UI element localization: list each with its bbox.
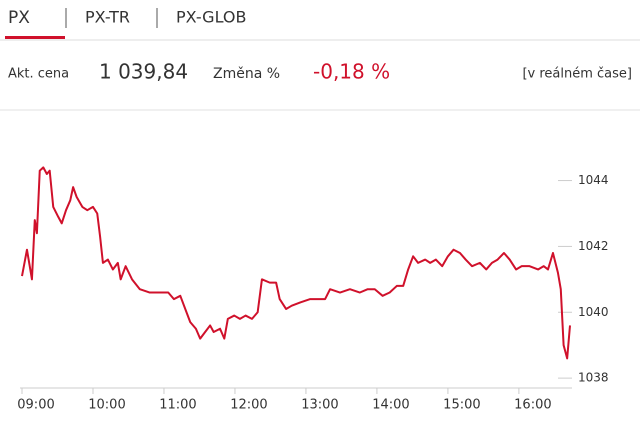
price-line — [21, 166, 571, 360]
x-tick-label: 09:00 — [17, 398, 54, 413]
tab-active[interactable]: PX — [8, 8, 30, 28]
price-label: Akt. cena — [8, 67, 69, 82]
x-tick-label: 11:00 — [159, 398, 196, 413]
realtime-note: [v reálném čase] — [522, 67, 632, 82]
tab[interactable]: PX-GLOB — [176, 8, 246, 27]
y-tick-label: 1040 — [578, 305, 609, 319]
x-tick-label: 15:00 — [443, 398, 480, 413]
y-tick-label: 1042 — [578, 239, 609, 253]
change: -0,18 % — [313, 60, 390, 84]
tab-underline — [5, 36, 65, 39]
y-tick-label: 1044 — [578, 173, 609, 187]
y-tick-label: 1038 — [578, 371, 609, 385]
x-tick-label: 16:00 — [514, 398, 551, 413]
x-tick-label: 10:00 — [88, 398, 125, 413]
x-tick-label: 13:00 — [301, 398, 338, 413]
tab[interactable]: PX-TR — [85, 8, 130, 27]
x-tick-label: 14:00 — [372, 398, 409, 413]
price: 1 039,84 — [99, 60, 188, 84]
change-label: Změna % — [213, 66, 280, 82]
x-tick-label: 12:00 — [230, 398, 267, 413]
